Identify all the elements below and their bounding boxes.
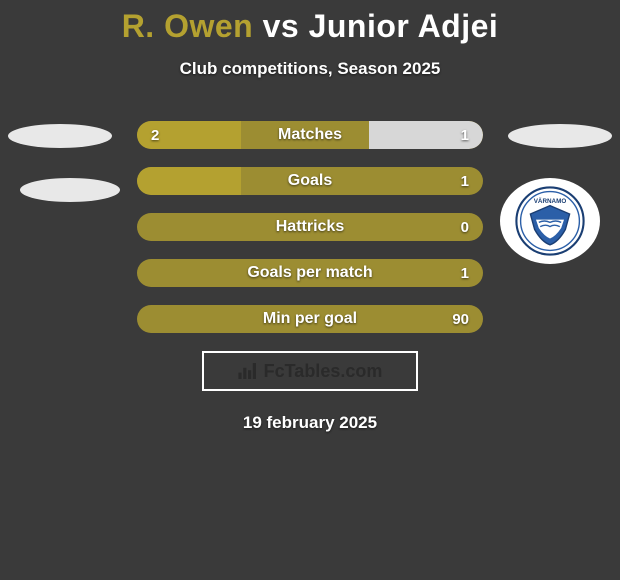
stat-bar: Goals per match1 bbox=[137, 259, 483, 287]
subtitle: Club competitions, Season 2025 bbox=[0, 59, 620, 79]
page-title: R. Owen vs Junior Adjei bbox=[0, 0, 620, 45]
bars-icon bbox=[238, 363, 258, 379]
player-right-name: Junior Adjei bbox=[309, 8, 499, 44]
stat-bar: 2Matches1 bbox=[137, 121, 483, 149]
stat-value-right: 1 bbox=[461, 173, 469, 190]
stat-label: Hattricks bbox=[137, 218, 483, 236]
stat-bar: Hattricks0 bbox=[137, 213, 483, 241]
brand-box[interactable]: FcTables.com bbox=[202, 351, 418, 391]
player-left-name: R. Owen bbox=[122, 8, 254, 44]
club-badge-right: VÄRNAMO bbox=[500, 178, 600, 264]
avatar-placeholder-left-top bbox=[8, 124, 112, 148]
stat-value-right: 0 bbox=[461, 219, 469, 236]
stat-value-right: 90 bbox=[452, 311, 469, 328]
stat-bar: Goals1 bbox=[137, 167, 483, 195]
stat-label: Min per goal bbox=[137, 310, 483, 328]
club-badge-icon: VÄRNAMO bbox=[510, 186, 590, 256]
footer-date: 19 february 2025 bbox=[0, 413, 620, 433]
brand-text: FcTables.com bbox=[264, 361, 383, 382]
stat-bar: Min per goal90 bbox=[137, 305, 483, 333]
stat-label: Goals bbox=[137, 172, 483, 190]
stat-label: Matches bbox=[137, 126, 483, 144]
stat-label: Goals per match bbox=[137, 264, 483, 282]
vs-text: vs bbox=[263, 8, 300, 44]
svg-text:VÄRNAMO: VÄRNAMO bbox=[534, 197, 567, 205]
stat-value-right: 1 bbox=[461, 127, 469, 144]
avatar-placeholder-left-bottom bbox=[20, 178, 120, 202]
stat-value-right: 1 bbox=[461, 265, 469, 282]
avatar-placeholder-right-top bbox=[508, 124, 612, 148]
